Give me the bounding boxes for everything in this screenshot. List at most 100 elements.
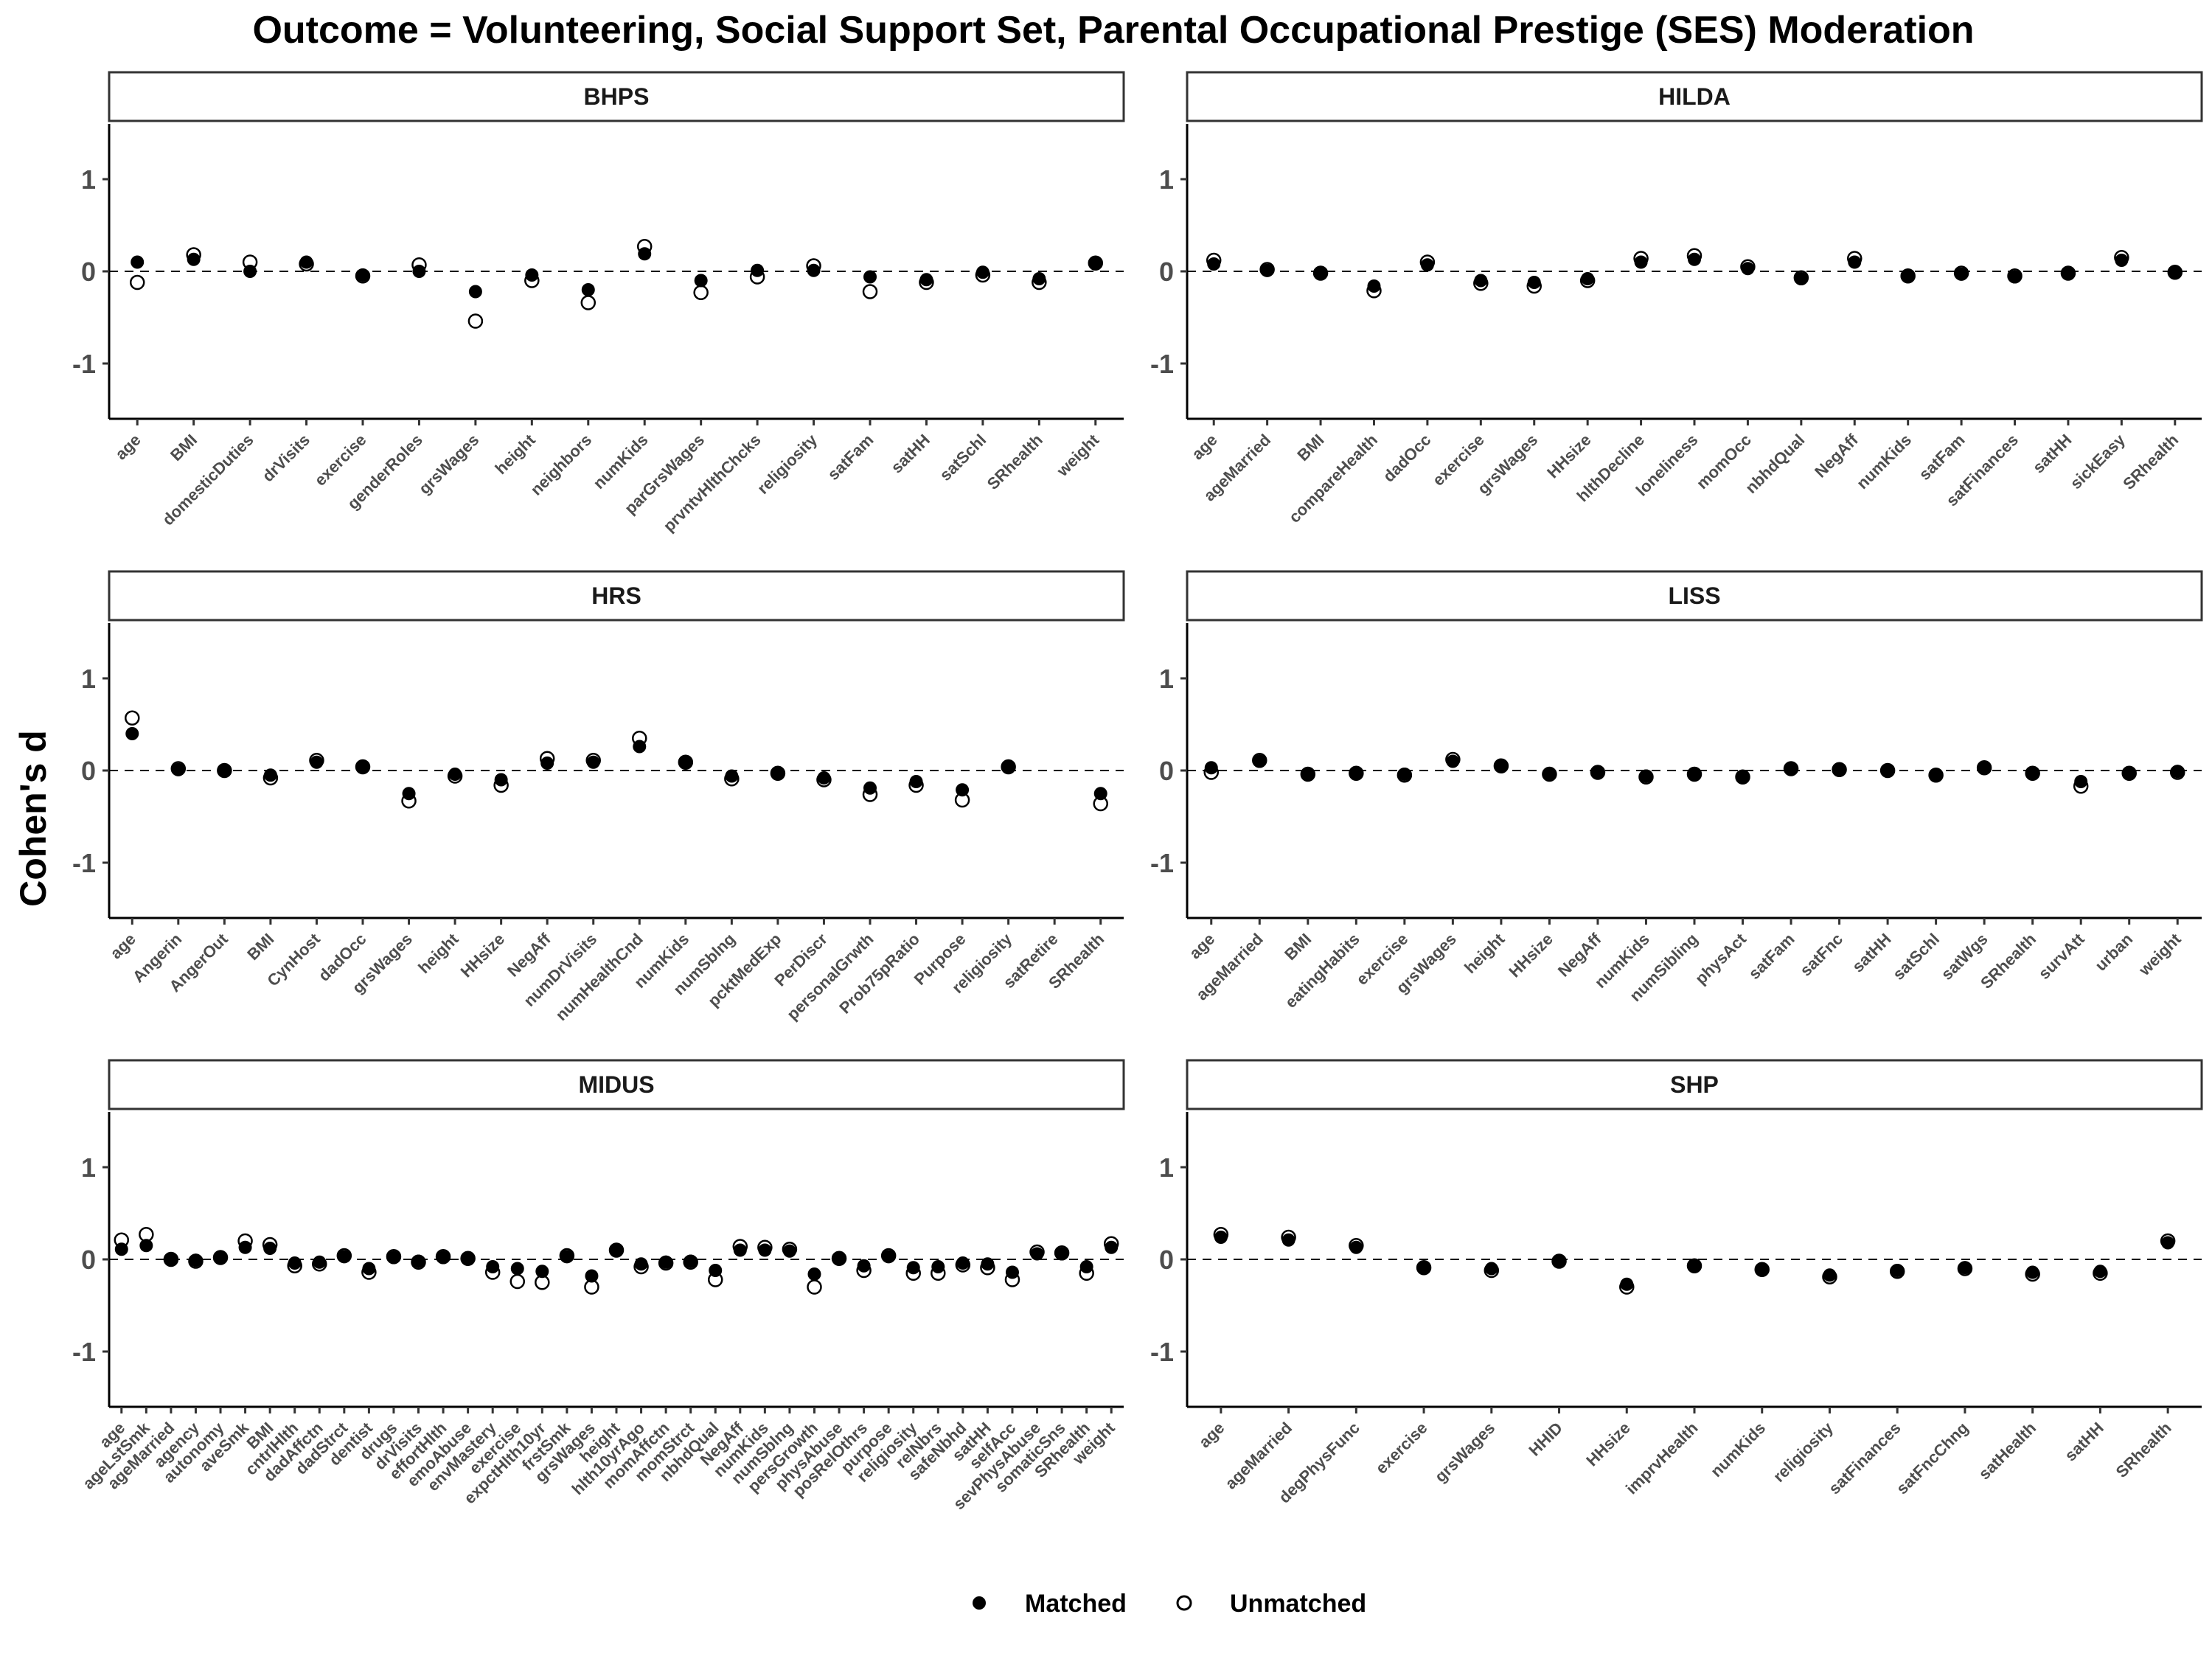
matched-point <box>139 1239 153 1253</box>
x-tick-label: grsWages <box>1431 1419 1498 1486</box>
matched-point <box>678 755 692 769</box>
x-tick-label: Prob75pRatio <box>835 930 923 1018</box>
x-tick-label: age <box>111 431 144 463</box>
x-tick-label: height <box>492 430 540 478</box>
matched-point <box>2061 266 2075 280</box>
y-tick-label: -1 <box>1150 1337 1174 1367</box>
strip-label-bhps: BHPS <box>584 83 650 110</box>
matched-point <box>1958 1261 1972 1275</box>
matched-point <box>1688 252 1701 266</box>
matched-point <box>2161 1236 2175 1250</box>
matched-point <box>1474 274 1488 288</box>
y-tick-label: 0 <box>81 257 96 287</box>
x-tick-label: HHID <box>1525 1419 1566 1460</box>
matched-point <box>1093 787 1107 801</box>
legend-matched-marker <box>973 1596 986 1610</box>
matched-point <box>1581 272 1595 285</box>
matched-point <box>1349 1240 1363 1254</box>
y-tick-label: 0 <box>1159 257 1174 287</box>
x-tick-label: satFam <box>1745 930 1798 983</box>
x-tick-label: satFam <box>1915 431 1968 484</box>
x-tick-label: BMI <box>1281 930 1315 964</box>
matched-point <box>1001 760 1015 773</box>
x-tick-label: weight <box>2135 929 2185 979</box>
panel-midus: MIDUS-101ageageLstSmkageMarriedagencyaut… <box>72 1059 1125 1513</box>
matched-point <box>585 1269 599 1283</box>
matched-point <box>1881 764 1895 777</box>
matched-point <box>2008 270 2022 284</box>
x-tick-label: satFncChng <box>1893 1419 1972 1498</box>
matched-point <box>659 1255 673 1269</box>
matched-point <box>310 755 324 769</box>
matched-point <box>1281 1233 1295 1247</box>
matched-point <box>751 263 765 277</box>
x-tick-label: satSchl <box>936 431 990 484</box>
matched-point <box>1349 766 1363 780</box>
y-tick-label: -1 <box>72 848 96 878</box>
matched-point <box>187 252 201 266</box>
matched-point <box>1543 768 1557 781</box>
y-tick-label: 1 <box>81 1152 96 1183</box>
matched-point <box>243 265 257 278</box>
x-tick-label: urban <box>2091 930 2136 975</box>
x-tick-label: satFinances <box>1825 1419 1905 1498</box>
x-tick-label: satHH <box>2061 1419 2107 1465</box>
legend: Matched Unmatched <box>973 1590 1366 1618</box>
matched-point <box>709 1264 723 1277</box>
matched-point <box>1397 768 1411 781</box>
x-tick-label: age <box>1188 431 1220 463</box>
matched-point <box>1794 272 1808 285</box>
y-tick-label: -1 <box>72 349 96 379</box>
matched-point <box>1367 279 1381 293</box>
unmatched-point <box>580 295 597 310</box>
matched-point <box>510 1262 524 1276</box>
matched-point <box>1420 258 1434 272</box>
matched-point <box>863 270 877 284</box>
matched-point <box>164 1253 178 1266</box>
matched-point <box>807 1267 821 1281</box>
matched-point <box>2122 766 2136 780</box>
matched-point <box>412 265 426 278</box>
x-tick-label: BMI <box>1293 431 1327 465</box>
matched-point <box>238 1240 252 1254</box>
matched-point <box>1901 269 1915 283</box>
matched-point <box>610 1243 623 1257</box>
matched-point <box>356 760 369 773</box>
matched-point <box>1214 1231 1228 1244</box>
legend-unmatched-marker <box>1176 1595 1192 1611</box>
x-tick-label: SRhealth <box>2119 431 2182 493</box>
matched-point <box>1823 1268 1837 1282</box>
y-tick-label: 1 <box>81 664 96 694</box>
matched-point <box>386 1251 400 1265</box>
matched-point <box>437 1251 451 1265</box>
matched-point <box>540 757 554 770</box>
matched-point <box>1832 762 1846 776</box>
matched-point <box>634 1257 648 1271</box>
matched-point <box>782 1244 796 1258</box>
matched-point <box>807 263 821 277</box>
unmatched-point <box>129 274 145 291</box>
unmatched-point <box>693 285 709 300</box>
matched-point <box>581 283 595 296</box>
matched-point <box>411 1254 425 1268</box>
x-tick-label: height <box>1461 929 1509 977</box>
matched-point <box>586 755 600 769</box>
matched-point <box>468 285 482 299</box>
y-tick-label: 1 <box>81 164 96 195</box>
legend-unmatched-label: Unmatched <box>1230 1590 1366 1618</box>
unmatched-point <box>509 1273 526 1290</box>
unmatched-point <box>807 1279 822 1295</box>
y-tick-label: 1 <box>1159 164 1174 195</box>
x-tick-label: age <box>1186 930 1218 962</box>
x-tick-label: BMI <box>167 431 201 465</box>
matched-point <box>906 1261 920 1275</box>
matched-point <box>494 773 508 787</box>
matched-point <box>857 1259 871 1273</box>
matched-point <box>882 1250 896 1264</box>
matched-point <box>448 768 462 781</box>
matched-point <box>2115 254 2129 267</box>
matched-point <box>1032 272 1046 285</box>
